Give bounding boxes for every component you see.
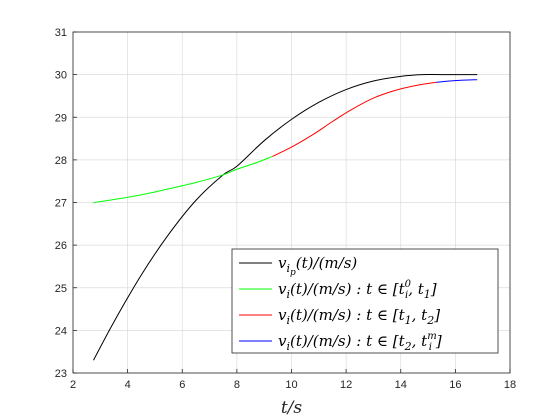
y-tick-label: 25 <box>55 283 67 295</box>
x-tick-label: 4 <box>125 379 131 391</box>
y-tick-label: 29 <box>55 112 67 124</box>
x-axis-label: t/s <box>281 398 303 418</box>
legend-label: vi(t)/(m/s) : t ∈ [t2, tm i] <box>278 331 442 353</box>
series-vi-segment-3-line <box>436 79 478 83</box>
y-tick-label: 26 <box>55 240 67 252</box>
x-tick-label: 12 <box>340 379 352 391</box>
x-tick-label: 8 <box>234 379 240 391</box>
legend-label: vi(t)/(m/s) : t ∈ [t1, t2] <box>278 306 440 327</box>
series-vip-line <box>93 74 478 361</box>
y-tick-label: 30 <box>55 70 67 82</box>
y-tick-label: 27 <box>55 198 67 210</box>
x-tick-label: 18 <box>504 379 516 391</box>
x-tick-label: 2 <box>70 379 76 391</box>
x-tick-label: 10 <box>285 379 297 391</box>
series-layer <box>93 74 478 361</box>
legend-box <box>231 248 499 354</box>
y-tick-label: 24 <box>55 325 67 337</box>
series-vi-segment-1-line <box>93 156 273 203</box>
series-vi-segment-2-line <box>272 81 437 157</box>
x-tick-label: 16 <box>449 379 461 391</box>
legend-label: vi(t)/(m/s) : t ∈ [t0 i, t1] <box>278 279 437 301</box>
legend: vip(t)/(m/s)vi(t)/(m/s) : t ∈ [t0 i, t1] v… <box>231 248 499 354</box>
y-tick-label: 28 <box>55 155 67 167</box>
x-tick-label: 6 <box>179 379 185 391</box>
x-tick-label: 14 <box>395 379 407 391</box>
y-tick-label: 23 <box>55 368 67 380</box>
legend-label: vip(t)/(m/s) <box>278 254 357 278</box>
y-tick-label: 31 <box>55 27 67 39</box>
